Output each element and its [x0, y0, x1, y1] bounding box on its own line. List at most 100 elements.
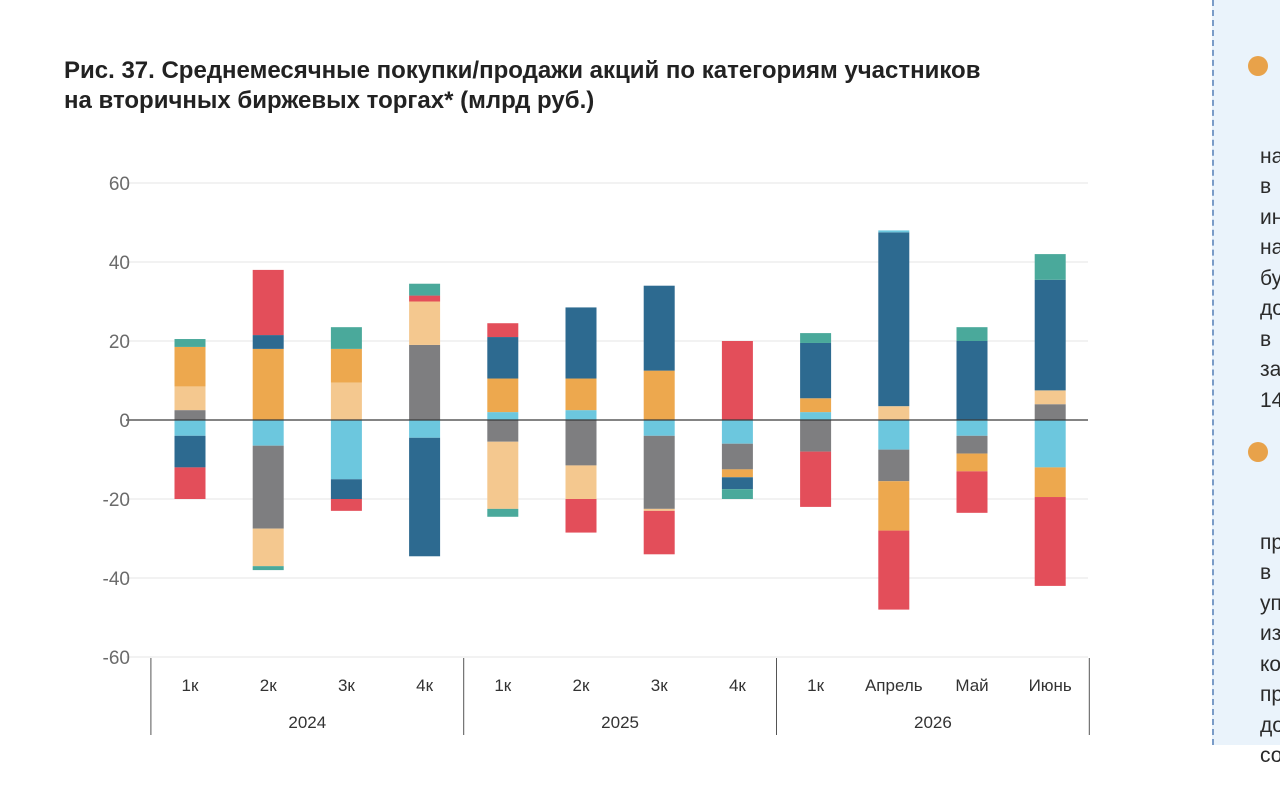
- bar-segment-positive: [252, 269, 284, 336]
- x-category-label: 2к: [260, 676, 277, 695]
- bar-segment-positive: [409, 295, 441, 302]
- bar-segment-positive: [565, 307, 597, 379]
- bar-segment-negative: [174, 435, 206, 468]
- bar-segment-negative: [409, 420, 441, 438]
- bar-segment-negative: [330, 499, 362, 511]
- bar-segment-negative: [252, 566, 284, 571]
- x-group-label: 2026: [914, 713, 952, 732]
- bar-segment-positive: [174, 346, 206, 387]
- side-text-panel: Кр на в ин на бу до в за 14 О пр в уп из…: [1212, 0, 1280, 767]
- bar-segment-negative: [1034, 467, 1066, 498]
- side-text-block-2-text: О пр в уп из ко пр до со: [1260, 530, 1280, 768]
- bar-segment-positive: [330, 382, 362, 420]
- bar-segment-negative: [565, 420, 597, 466]
- side-text-block-1: Кр на в ин на бу до в за 14: [1248, 50, 1280, 447]
- y-tick-label: 0: [119, 411, 130, 432]
- bar-segment-positive: [487, 412, 519, 420]
- side-text-block-2: О пр в уп из ко пр до со: [1248, 436, 1280, 802]
- stacked-bar-chart: 60 40 20 0 -20 -40 -60 1к 2к 3к 4к 1к 2к 3к 4к 1к Апрель…: [103, 174, 1090, 735]
- x-category-label: 1к: [807, 676, 824, 695]
- bar-segment-negative: [721, 477, 753, 490]
- bar-segment-negative: [878, 449, 910, 482]
- x-category-label: Май: [955, 676, 988, 695]
- bar-segment-negative: [878, 420, 910, 450]
- x-category-label: Апрель: [865, 676, 923, 695]
- bar-segment-positive: [174, 410, 206, 420]
- x-category-label: 4к: [729, 676, 746, 695]
- bar-segment-negative: [721, 469, 753, 478]
- bar-segment-negative: [643, 508, 675, 511]
- y-tick-label: -60: [103, 648, 130, 669]
- bar-segment-negative: [565, 465, 597, 499]
- bar-segment-positive: [878, 230, 910, 233]
- bar-segment-negative: [878, 481, 910, 531]
- bar-segment-negative: [565, 499, 597, 533]
- bar-segment-positive: [409, 344, 441, 420]
- x-category-label: 3к: [338, 676, 355, 695]
- bar-segment-negative: [721, 443, 753, 470]
- bar-segment-negative: [330, 479, 362, 499]
- chart-title-line-1: Рис. 37. Среднемесячные покупки/продажи …: [64, 57, 981, 84]
- bar-segment-negative: [252, 445, 284, 529]
- bar-segment-positive: [565, 378, 597, 411]
- bar-segment-positive: [330, 348, 362, 383]
- grid-lines: [126, 182, 1088, 658]
- bar-segment-positive: [800, 398, 832, 413]
- y-tick-label: 20: [109, 332, 130, 353]
- x-category-label: 1к: [182, 676, 199, 695]
- y-tick-label: 40: [109, 253, 130, 274]
- bar-segment-negative: [956, 420, 988, 436]
- axes: [126, 419, 1090, 735]
- bar-segment-positive: [643, 285, 675, 371]
- bar-segment-positive: [643, 370, 675, 420]
- bar-segment-negative: [721, 420, 753, 444]
- bar-segment-negative: [956, 435, 988, 454]
- bar-segment-negative: [643, 420, 675, 436]
- bar-segment-positive: [878, 406, 910, 420]
- x-category-label: Июнь: [1029, 676, 1072, 695]
- chart-title: Рис. 37. Среднемесячные покупки/продажи …: [64, 56, 1144, 116]
- bar-segment-positive: [565, 410, 597, 420]
- bar-segment-positive: [800, 342, 832, 399]
- bar-segment-negative: [330, 420, 362, 480]
- bar-segment-positive: [956, 341, 988, 420]
- bar-segment-negative: [956, 453, 988, 472]
- bar-segment-positive: [487, 378, 519, 413]
- bar-segment-positive: [956, 327, 988, 341]
- bar-segment-positive: [174, 339, 206, 347]
- bar-segment-positive: [1034, 404, 1066, 420]
- x-category-label: 2к: [573, 676, 590, 695]
- bar-segment-positive: [878, 232, 910, 407]
- bar-segment-negative: [409, 437, 441, 557]
- bar-segment-positive: [330, 327, 362, 349]
- axis-labels: 60 40 20 0 -20 -40 -60 1к 2к 3к 4к 1к 2к 3к 4к 1к Апрель…: [103, 174, 1072, 732]
- y-tick-label: -20: [103, 490, 130, 511]
- bar-segment-positive: [1034, 254, 1066, 280]
- bar-segment-negative: [252, 420, 284, 446]
- bar-segment-positive: [409, 283, 441, 296]
- bar-segment-negative: [800, 420, 832, 452]
- x-category-label: 4к: [416, 676, 433, 695]
- bar-segment-negative: [174, 467, 206, 499]
- side-text-block-1-text: Кр на в ин на бу до в за 14: [1260, 144, 1280, 412]
- bar-segment-negative: [800, 451, 832, 507]
- bar-segment-negative: [487, 420, 519, 442]
- x-category-label: 1к: [494, 676, 511, 695]
- bar-segment-negative: [643, 510, 675, 555]
- chart-title-line-2: на вторичных биржевых торгах* (млрд руб.…: [64, 87, 595, 114]
- bar-segment-positive: [1034, 279, 1066, 391]
- bar-segment-negative: [252, 528, 284, 567]
- bar-segment-negative: [721, 489, 753, 499]
- x-group-label: 2024: [288, 713, 326, 732]
- bar-segment-negative: [487, 441, 519, 509]
- bullet-dot-icon: [1248, 442, 1268, 462]
- bar-segment-positive: [252, 348, 284, 420]
- bar-segment-positive: [252, 335, 284, 349]
- bar-segment-negative: [1034, 420, 1066, 468]
- bullet-dot-icon: [1248, 56, 1268, 76]
- bar-segment-positive: [1034, 390, 1066, 405]
- bar-segment-negative: [1034, 497, 1066, 586]
- bar-segment-positive: [800, 333, 832, 343]
- bar-segment-positive: [800, 412, 832, 420]
- bar-segment-negative: [956, 471, 988, 513]
